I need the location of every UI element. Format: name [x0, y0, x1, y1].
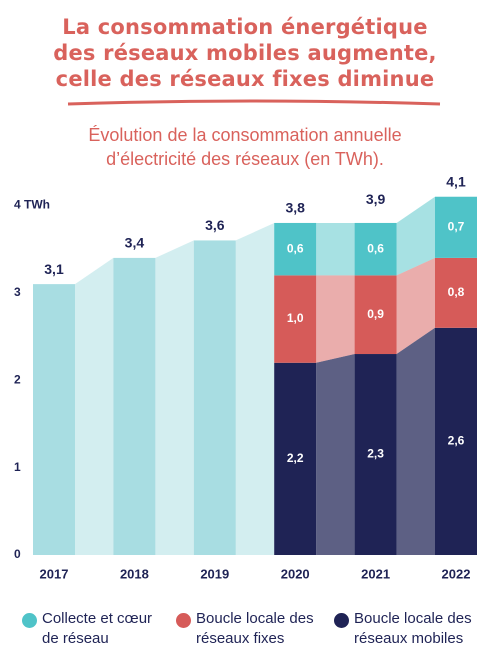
ribbon — [75, 257, 114, 555]
bar-segment — [435, 327, 477, 555]
bar — [33, 284, 75, 555]
bar-segment — [435, 196, 477, 258]
segment-label: 0,8 — [448, 285, 465, 299]
total-label: 3,8 — [285, 200, 305, 216]
x-tick-label: 2018 — [120, 566, 149, 581]
bar — [193, 240, 236, 555]
segment-label: 0,6 — [367, 241, 384, 255]
title-underline — [67, 99, 441, 106]
y-tick-label: 0 — [14, 547, 21, 561]
ribbon — [155, 240, 194, 555]
ribbon — [316, 275, 355, 363]
bar-segment — [274, 222, 317, 276]
x-tick-label: 2022 — [442, 566, 471, 581]
bar-segment — [274, 275, 317, 363]
y-tick-label: 2 — [14, 372, 21, 386]
total-label: 3,6 — [205, 217, 225, 233]
x-tick-label: 2021 — [361, 566, 390, 581]
total-label: 3,4 — [125, 235, 145, 251]
bar-segment — [435, 257, 477, 328]
ribbon — [316, 354, 355, 555]
segment-label: 0,6 — [287, 241, 304, 255]
segment-label: 1,0 — [287, 311, 304, 325]
ribbon — [396, 257, 435, 355]
chart-title: La consommation énergétique des réseaux … — [53, 15, 437, 91]
legend-label: Boucle locale des réseaux mobiles — [354, 610, 472, 647]
bar-segment — [274, 362, 317, 555]
legend-swatch — [22, 613, 37, 628]
bar — [113, 257, 156, 555]
total-label: 4,1 — [446, 173, 466, 189]
legend-label: Boucle locale des réseaux fixes — [196, 610, 314, 647]
y-tick-label: 1 — [14, 460, 21, 474]
legend-label: Collecte et cœur de réseau — [42, 610, 153, 647]
ribbon — [396, 327, 435, 555]
legend-swatch — [334, 613, 349, 628]
y-tick-label: 4 TWh — [14, 198, 50, 212]
segment-label: 0,7 — [448, 219, 465, 233]
legend-swatch — [176, 613, 191, 628]
segment-label: 2,6 — [448, 434, 465, 448]
ribbon — [396, 196, 435, 276]
ribbon — [316, 222, 355, 276]
total-label: 3,1 — [44, 261, 64, 277]
bar-segment — [354, 354, 397, 555]
total-label: 3,9 — [366, 191, 386, 207]
segment-label: 2,2 — [287, 451, 304, 465]
x-tick-label: 2020 — [281, 566, 310, 581]
ribbon — [235, 222, 275, 555]
x-tick-label: 2019 — [200, 566, 229, 581]
bar-segment — [354, 222, 397, 276]
y-tick-label: 3 — [14, 285, 21, 299]
bar-segment — [354, 275, 397, 355]
x-tick-label: 2017 — [40, 566, 69, 581]
segment-label: 2,3 — [367, 447, 384, 461]
chart-subtitle: Évolution de la consommation annuelle d’… — [88, 125, 402, 169]
segment-label: 0,9 — [367, 307, 384, 321]
